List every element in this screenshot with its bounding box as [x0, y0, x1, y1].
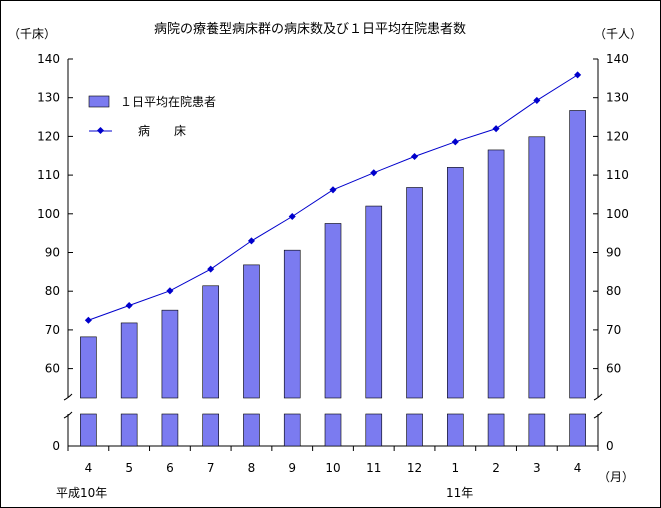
legend-bar-label: １日平均在院患者	[120, 95, 216, 109]
left-tick-label: 90	[45, 246, 60, 260]
x-tick-label: 2	[492, 461, 500, 475]
bar	[447, 167, 464, 399]
line-point	[207, 265, 215, 273]
right-axis-unit: （千人）	[594, 27, 642, 41]
bar-base	[406, 413, 423, 447]
x-tick-label: 11	[366, 461, 381, 475]
bar	[202, 285, 219, 399]
right-tick-label: 90	[606, 246, 621, 260]
line-point	[533, 96, 541, 104]
bar-base	[528, 413, 546, 447]
x-tick-label: 1	[451, 461, 459, 475]
right-tick-label: 140	[606, 52, 629, 66]
line-point	[329, 186, 337, 194]
left-tick-label: 130	[37, 91, 60, 105]
left-tick-label: 80	[45, 284, 60, 298]
bar	[406, 187, 423, 399]
bar	[243, 264, 260, 399]
line-point	[411, 152, 419, 161]
bar-base	[324, 413, 342, 447]
x-tick-label: 3	[533, 461, 541, 475]
line-point	[492, 125, 500, 133]
x-unit-label: （月）	[598, 470, 634, 484]
bar	[161, 309, 179, 399]
line-point	[288, 212, 296, 221]
bar	[283, 249, 301, 399]
right-tick-label: 130	[606, 91, 629, 105]
legend-line-marker	[96, 126, 105, 135]
bar	[120, 322, 138, 399]
x-tick-label: 5	[125, 461, 133, 475]
bar	[487, 149, 505, 399]
legend-line-label: 病 床	[138, 123, 186, 138]
left-tick-label: 70	[45, 323, 60, 337]
line-point	[247, 237, 255, 245]
chart-title: 病院の療養型病床群の病床数及び１日平均在院患者数	[154, 21, 466, 37]
bar-base	[447, 413, 464, 447]
left-axis-break-mark-top	[63, 393, 73, 401]
left-tick-label: 0	[52, 439, 60, 453]
bar-base	[80, 413, 97, 447]
line-point	[166, 287, 174, 295]
line-point	[84, 316, 92, 324]
bar-base	[120, 413, 138, 447]
left-tick-label: 110	[37, 168, 60, 182]
x-tick-label: 8	[248, 461, 256, 475]
right-tick-label: 0	[606, 439, 614, 453]
right-axis-break-mark-bottom	[593, 411, 603, 419]
legend-bar-swatch	[88, 95, 110, 108]
x-tick-label: 4	[85, 461, 93, 475]
line-point	[574, 71, 582, 79]
bar-series	[80, 110, 586, 447]
bar-base	[283, 413, 301, 447]
legend: １日平均在院患者 病 床	[88, 95, 216, 138]
line-point	[370, 169, 378, 177]
left-axis-break-mark-bottom	[63, 411, 73, 419]
bar	[569, 110, 586, 399]
right-tick-label: 100	[606, 207, 629, 221]
x-tick-label: 6	[166, 461, 174, 475]
left-axis-unit: （千床）	[8, 27, 56, 41]
line-point	[451, 138, 459, 146]
x-tick-label: 10	[325, 461, 340, 475]
bar-base	[569, 413, 586, 447]
x-tick-label: 12	[407, 461, 422, 475]
left-tick-label: 60	[45, 362, 60, 376]
line-series	[84, 71, 582, 324]
right-tick-label: 80	[606, 284, 621, 298]
bar-base	[161, 413, 179, 447]
left-tick-label: 100	[37, 207, 60, 221]
bar	[80, 336, 97, 399]
bar	[365, 205, 383, 399]
right-tick-label: 110	[606, 168, 629, 182]
line-point	[125, 301, 133, 310]
x-tick-label: 9	[288, 461, 296, 475]
year-label-1999: 11年	[446, 486, 473, 500]
right-tick-label: 60	[606, 362, 621, 376]
bar-base	[487, 413, 505, 447]
bar-base	[202, 413, 219, 447]
right-tick-label: 70	[606, 323, 621, 337]
left-tick-label: 120	[37, 129, 60, 143]
left-tick-label: 140	[37, 52, 60, 66]
bar-base	[365, 413, 383, 447]
right-tick-label: 120	[606, 129, 629, 143]
bar-base	[243, 413, 260, 447]
x-tick-label: 7	[207, 461, 215, 475]
bar	[528, 136, 546, 399]
x-tick-label: 4	[574, 461, 582, 475]
bar	[324, 223, 342, 399]
right-axis-break-mark-top	[593, 393, 603, 401]
year-label-1998: 平成10年	[56, 486, 107, 500]
